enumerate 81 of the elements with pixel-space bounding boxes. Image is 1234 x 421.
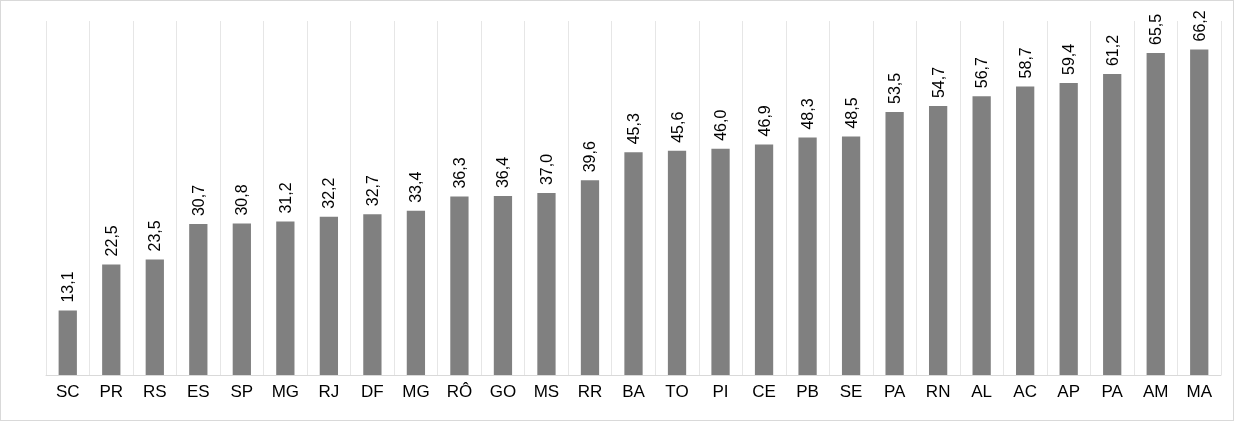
bar [406, 210, 426, 375]
bar [1146, 52, 1165, 375]
bar [667, 150, 687, 375]
data-label: 32,2 [320, 177, 338, 209]
data-label: 36,4 [494, 156, 512, 189]
x-tick-label: PB [796, 382, 819, 401]
data-label: 61,2 [1103, 34, 1121, 67]
data-label: 58,7 [1016, 47, 1034, 79]
x-tick-label: MG [402, 382, 430, 401]
x-tick-label: MG [271, 382, 300, 401]
data-label: 33,4 [407, 171, 425, 203]
data-label: 46,9 [755, 105, 773, 137]
data-label: 65,5 [1147, 13, 1165, 45]
data-label: 31,2 [276, 182, 294, 214]
data-label: 45,6 [668, 111, 686, 143]
data-label: 32,7 [363, 174, 381, 207]
bar [754, 144, 774, 375]
x-tick-label: AP [1057, 382, 1081, 401]
bar [1059, 82, 1078, 375]
bar [319, 216, 339, 375]
data-label: 22,5 [102, 225, 120, 257]
x-tick-label: SE [839, 382, 863, 401]
bar [798, 137, 817, 375]
bar [841, 136, 861, 375]
x-tick-label: PI [712, 382, 729, 401]
bar [1016, 86, 1035, 375]
x-tick-label: RR [577, 382, 603, 401]
data-label: 66,2 [1190, 10, 1208, 42]
x-tick-label: MA [1186, 382, 1213, 401]
x-tick-label: AC [1013, 382, 1037, 401]
x-tick-label: RN [925, 382, 951, 401]
data-label: 30,8 [233, 184, 251, 216]
data-label: 59,4 [1060, 43, 1078, 75]
bar [580, 180, 600, 375]
data-label: 23,5 [146, 220, 164, 252]
x-tick-label: CE [752, 382, 776, 401]
data-label: 37,0 [537, 153, 555, 186]
data-label: 36,3 [450, 157, 468, 189]
x-tick-label: SP [230, 382, 254, 401]
data-label: 53,5 [886, 72, 904, 104]
x-tick-label: AL [971, 382, 993, 401]
x-tick-label: PR [99, 382, 124, 401]
x-tick-label: MS [533, 382, 560, 401]
bar [537, 193, 556, 375]
x-tick-label: PA [883, 382, 906, 401]
x-tick-label: ES [186, 382, 210, 401]
data-label: 48,3 [799, 98, 817, 130]
bar [885, 111, 904, 375]
x-tick-label: TO [665, 382, 689, 401]
x-tick-label: DF [361, 382, 384, 401]
bar [189, 224, 208, 375]
data-label: 54,7 [929, 66, 947, 99]
data-label: 46,0 [712, 109, 730, 141]
x-tick-label: RS [142, 382, 167, 401]
bar [624, 152, 643, 375]
bar [450, 196, 469, 375]
data-label: 48,5 [842, 97, 860, 129]
x-tick-label: RJ [318, 382, 340, 401]
bar [363, 214, 382, 375]
x-tick-label: GO [489, 382, 517, 401]
bar [928, 106, 948, 375]
data-label: 56,7 [973, 56, 991, 89]
data-label: 13,1 [59, 271, 77, 303]
x-tick-label: SC [55, 382, 80, 401]
data-label: 30,7 [189, 184, 207, 217]
x-tick-label: AM [1142, 382, 1169, 401]
x-tick-label: RÔ [446, 382, 473, 401]
bar [1103, 74, 1122, 375]
data-label: 45,3 [625, 113, 642, 145]
bar [1190, 49, 1209, 375]
bar [232, 223, 251, 375]
bar [711, 148, 730, 375]
data-label: 39,6 [581, 141, 599, 173]
x-tick-label: BA [622, 382, 646, 401]
bar [145, 259, 164, 375]
bar [58, 310, 77, 375]
bar [972, 96, 991, 375]
bar [493, 196, 513, 375]
bar [276, 221, 295, 375]
bar [102, 264, 121, 375]
x-tick-label: PA [1101, 382, 1124, 401]
